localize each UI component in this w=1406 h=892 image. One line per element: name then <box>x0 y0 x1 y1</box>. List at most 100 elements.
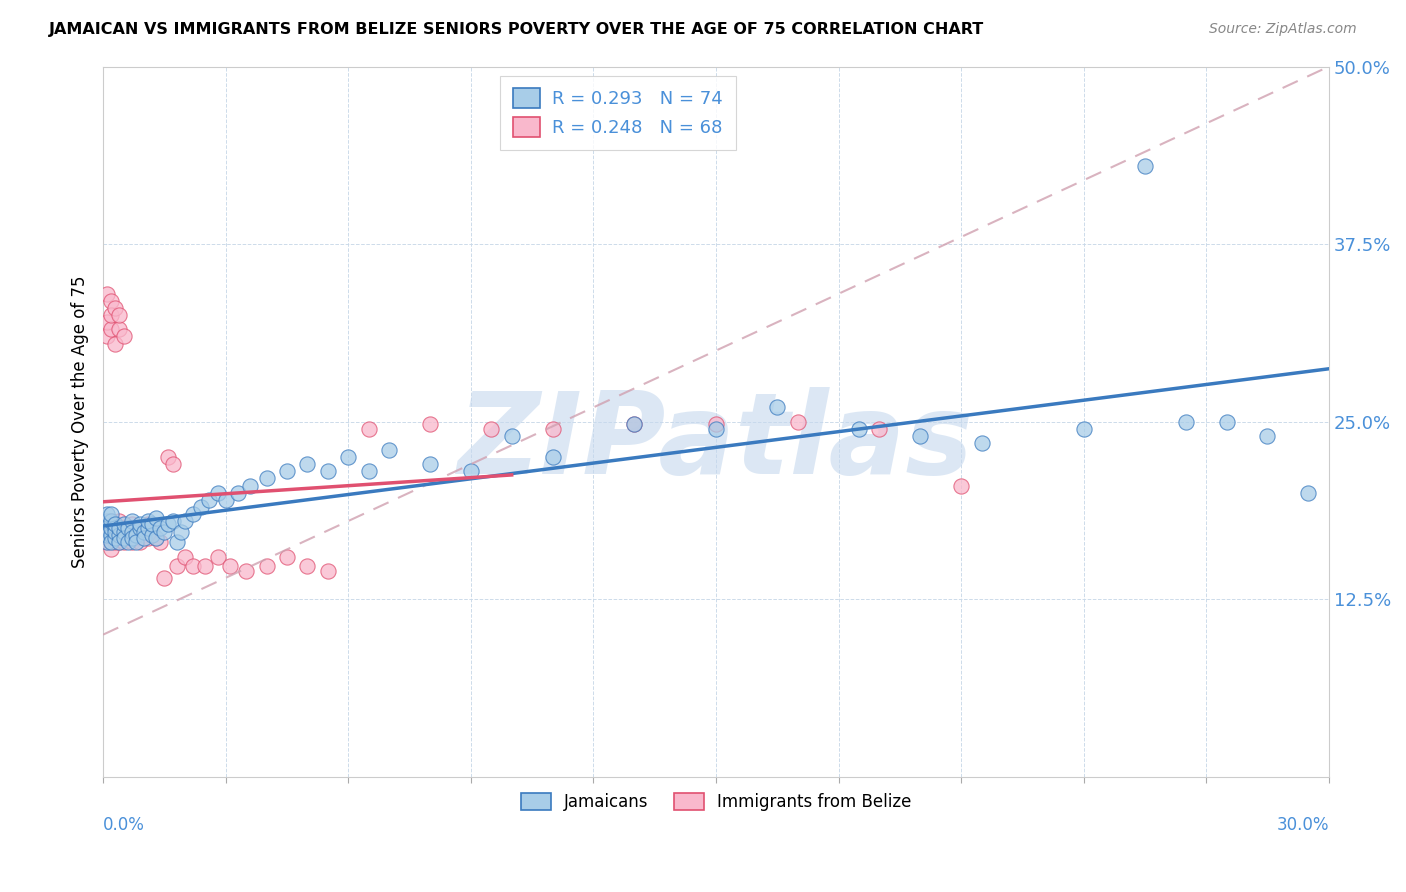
Jamaicans <box>908 429 931 443</box>
Immigrants from Belize <box>117 528 139 542</box>
Jamaicans <box>145 511 167 525</box>
Jamaicans <box>181 507 204 521</box>
Jamaicans <box>125 528 148 542</box>
Jamaicans <box>104 531 127 545</box>
Jamaicans <box>112 525 135 540</box>
Jamaicans <box>112 531 135 545</box>
Immigrants from Belize <box>112 531 135 545</box>
Immigrants from Belize <box>100 535 122 549</box>
Immigrants from Belize <box>194 559 217 574</box>
Jamaicans <box>96 507 118 521</box>
Immigrants from Belize <box>108 535 131 549</box>
Immigrants from Belize <box>121 535 143 549</box>
Jamaicans <box>100 521 122 535</box>
Jamaicans <box>460 464 482 478</box>
Jamaicans <box>149 521 172 535</box>
Immigrants from Belize <box>96 315 118 329</box>
Immigrants from Belize <box>256 559 278 574</box>
Jamaicans <box>297 457 319 471</box>
Jamaicans <box>129 516 152 531</box>
Immigrants from Belize <box>108 308 131 322</box>
Immigrants from Belize <box>297 559 319 574</box>
Jamaicans <box>162 514 184 528</box>
Jamaicans <box>100 535 122 549</box>
Jamaicans <box>145 531 167 545</box>
Jamaicans <box>96 521 118 535</box>
Jamaicans <box>141 528 163 542</box>
Jamaicans <box>378 442 401 457</box>
Immigrants from Belize <box>104 535 127 549</box>
Immigrants from Belize <box>96 329 118 343</box>
Immigrants from Belize <box>145 531 167 545</box>
Immigrants from Belize <box>100 293 122 308</box>
Immigrants from Belize <box>104 521 127 535</box>
Immigrants from Belize <box>316 564 339 578</box>
Immigrants from Belize <box>153 571 176 585</box>
Immigrants from Belize <box>100 531 122 545</box>
Jamaicans <box>256 471 278 485</box>
Immigrants from Belize <box>108 528 131 542</box>
Jamaicans <box>337 450 360 464</box>
Immigrants from Belize <box>117 531 139 545</box>
Jamaicans <box>1256 429 1278 443</box>
Jamaicans <box>276 464 298 478</box>
Jamaicans <box>121 514 143 528</box>
Immigrants from Belize <box>157 450 180 464</box>
Jamaicans <box>112 516 135 531</box>
Immigrants from Belize <box>704 417 727 432</box>
Immigrants from Belize <box>96 286 118 301</box>
Jamaicans <box>117 535 139 549</box>
Jamaicans <box>215 492 238 507</box>
Jamaicans <box>848 422 870 436</box>
Jamaicans <box>766 401 789 415</box>
Jamaicans <box>136 521 159 535</box>
Text: Source: ZipAtlas.com: Source: ZipAtlas.com <box>1209 22 1357 37</box>
Immigrants from Belize <box>276 549 298 564</box>
Jamaicans <box>239 478 262 492</box>
Jamaicans <box>704 422 727 436</box>
Jamaicans <box>198 492 221 507</box>
Jamaicans <box>173 514 195 528</box>
Jamaicans <box>1215 415 1237 429</box>
Immigrants from Belize <box>100 542 122 557</box>
Legend: Jamaicans, Immigrants from Belize: Jamaicans, Immigrants from Belize <box>515 787 918 818</box>
Immigrants from Belize <box>96 525 118 540</box>
Immigrants from Belize <box>235 564 257 578</box>
Jamaicans <box>100 528 122 542</box>
Immigrants from Belize <box>104 516 127 531</box>
Immigrants from Belize <box>419 417 441 432</box>
Jamaicans <box>1174 415 1197 429</box>
Immigrants from Belize <box>104 531 127 545</box>
Immigrants from Belize <box>100 521 122 535</box>
Immigrants from Belize <box>181 559 204 574</box>
Immigrants from Belize <box>623 417 645 432</box>
Jamaicans <box>100 514 122 528</box>
Immigrants from Belize <box>357 422 380 436</box>
Jamaicans <box>141 516 163 531</box>
Jamaicans <box>1073 422 1095 436</box>
Immigrants from Belize <box>96 528 118 542</box>
Immigrants from Belize <box>104 525 127 540</box>
Immigrants from Belize <box>100 525 122 540</box>
Immigrants from Belize <box>96 516 118 531</box>
Jamaicans <box>316 464 339 478</box>
Immigrants from Belize <box>100 322 122 336</box>
Immigrants from Belize <box>96 521 118 535</box>
Immigrants from Belize <box>121 525 143 540</box>
Immigrants from Belize <box>100 516 122 531</box>
Jamaicans <box>96 514 118 528</box>
Immigrants from Belize <box>121 516 143 531</box>
Jamaicans <box>136 514 159 528</box>
Immigrants from Belize <box>112 525 135 540</box>
Immigrants from Belize <box>141 525 163 540</box>
Immigrants from Belize <box>108 322 131 336</box>
Immigrants from Belize <box>112 329 135 343</box>
Jamaicans <box>501 429 523 443</box>
Jamaicans <box>104 521 127 535</box>
Jamaicans <box>104 525 127 540</box>
Immigrants from Belize <box>868 422 890 436</box>
Jamaicans <box>96 528 118 542</box>
Immigrants from Belize <box>173 549 195 564</box>
Text: 30.0%: 30.0% <box>1277 815 1329 834</box>
Jamaicans <box>132 525 155 540</box>
